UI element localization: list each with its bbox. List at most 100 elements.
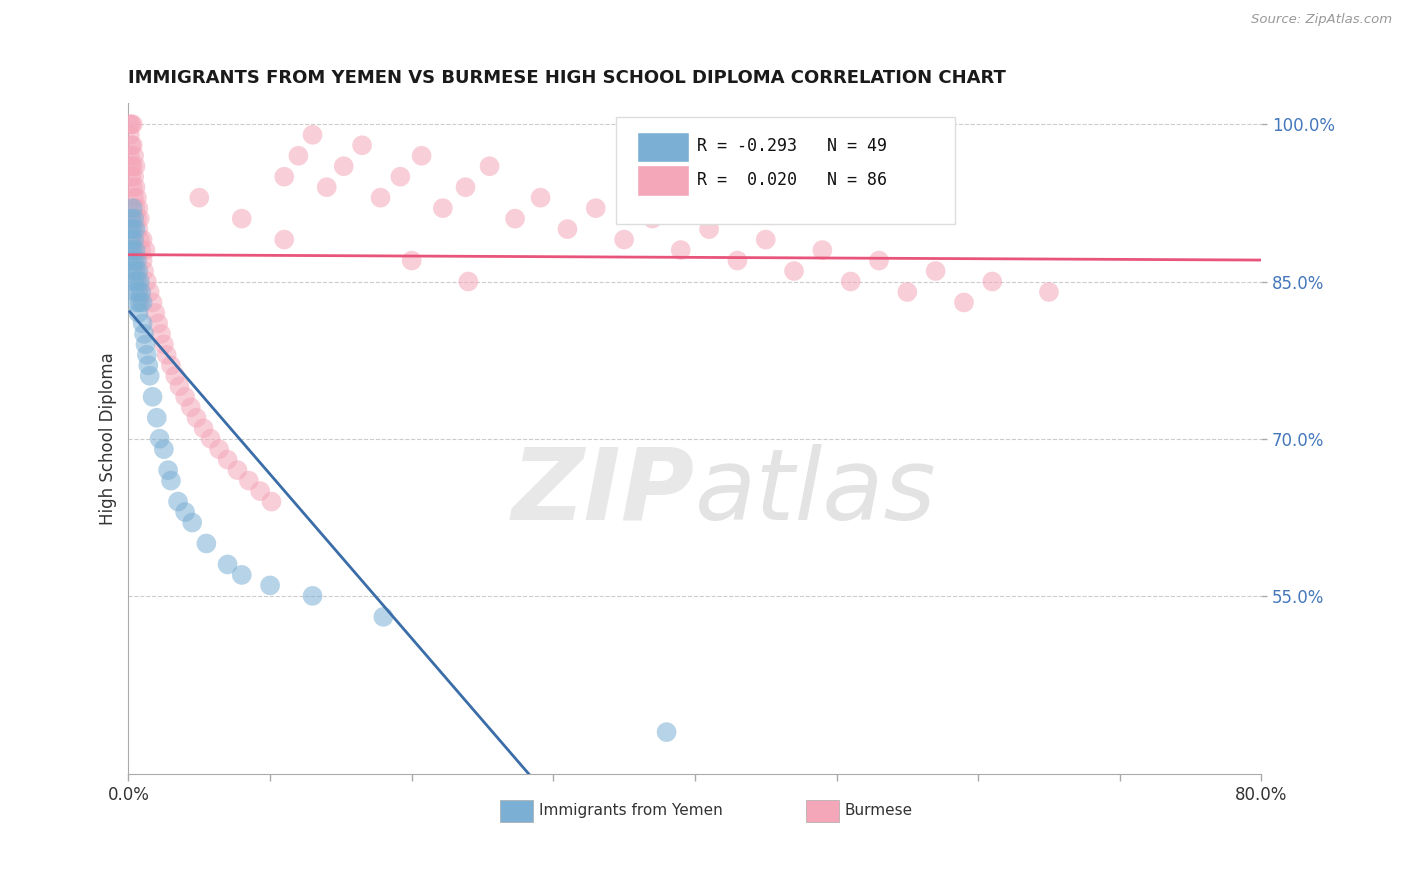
Point — [121, 159, 143, 173]
FancyBboxPatch shape — [637, 131, 689, 162]
Point — [118, 222, 141, 236]
Point — [128, 295, 150, 310]
Point — [529, 191, 551, 205]
Point — [121, 138, 143, 153]
Point — [118, 149, 141, 163]
Point — [669, 243, 692, 257]
Point — [301, 128, 323, 142]
Point — [134, 243, 156, 257]
Point — [208, 442, 231, 457]
Point — [124, 222, 146, 236]
Point — [457, 275, 479, 289]
Point — [217, 558, 239, 572]
Point — [122, 253, 145, 268]
Point — [149, 432, 172, 446]
Point — [981, 275, 1004, 289]
Point — [1038, 285, 1060, 299]
Point — [121, 243, 143, 257]
Point — [165, 368, 187, 383]
Point — [188, 191, 211, 205]
Point — [121, 264, 143, 278]
Point — [125, 295, 148, 310]
Point — [131, 317, 153, 331]
Point — [478, 159, 501, 173]
Point — [135, 275, 157, 289]
Point — [134, 337, 156, 351]
Point — [120, 169, 142, 184]
Point — [125, 253, 148, 268]
Point — [160, 474, 183, 488]
Point — [896, 285, 918, 299]
Point — [138, 368, 160, 383]
Text: R =  0.020   N = 86: R = 0.020 N = 86 — [697, 170, 887, 189]
Point — [217, 452, 239, 467]
Point — [129, 285, 152, 299]
Point — [755, 233, 778, 247]
Point — [169, 379, 191, 393]
Point — [118, 128, 141, 142]
Text: Burmese: Burmese — [845, 804, 912, 819]
Point — [128, 211, 150, 226]
Point — [193, 421, 215, 435]
Point — [136, 359, 159, 373]
Point — [249, 484, 271, 499]
Point — [125, 275, 148, 289]
Point — [186, 410, 208, 425]
Point — [146, 410, 169, 425]
Point — [122, 191, 145, 205]
Point — [160, 359, 183, 373]
Point — [131, 233, 153, 247]
Point — [150, 326, 173, 341]
Point — [231, 568, 253, 582]
Point — [120, 117, 142, 131]
Point — [153, 337, 176, 351]
Point — [238, 474, 260, 488]
Point — [124, 285, 146, 299]
Point — [121, 180, 143, 194]
Point — [613, 233, 636, 247]
Point — [655, 725, 678, 739]
Point — [120, 159, 142, 173]
Point — [180, 401, 202, 415]
Point — [122, 233, 145, 247]
FancyBboxPatch shape — [806, 799, 839, 822]
Point — [301, 589, 323, 603]
Point — [127, 285, 149, 299]
Point — [124, 180, 146, 194]
Text: Source: ZipAtlas.com: Source: ZipAtlas.com — [1251, 13, 1392, 27]
Point — [167, 494, 190, 508]
Point — [141, 295, 163, 310]
Point — [122, 149, 145, 163]
Point — [124, 201, 146, 215]
Point — [259, 578, 281, 592]
Point — [127, 264, 149, 278]
Point — [132, 326, 155, 341]
Point — [200, 432, 222, 446]
Point — [181, 516, 204, 530]
Point — [454, 180, 477, 194]
FancyBboxPatch shape — [616, 117, 956, 224]
Point — [121, 201, 143, 215]
Point — [783, 264, 806, 278]
Point — [145, 306, 167, 320]
Point — [132, 264, 155, 278]
Point — [585, 201, 607, 215]
Point — [128, 275, 150, 289]
Point — [127, 201, 149, 215]
Point — [120, 211, 142, 226]
Point — [868, 253, 890, 268]
Point — [131, 295, 153, 310]
Point — [118, 117, 141, 131]
Point — [156, 348, 179, 362]
Point — [124, 264, 146, 278]
Point — [120, 253, 142, 268]
Point — [287, 149, 309, 163]
Point — [389, 169, 412, 184]
Point — [332, 159, 354, 173]
Text: R = -0.293   N = 49: R = -0.293 N = 49 — [697, 137, 887, 155]
Point — [131, 253, 153, 268]
Text: ZIP: ZIP — [512, 444, 695, 541]
Point — [125, 191, 148, 205]
Point — [432, 201, 454, 215]
Point — [953, 295, 976, 310]
